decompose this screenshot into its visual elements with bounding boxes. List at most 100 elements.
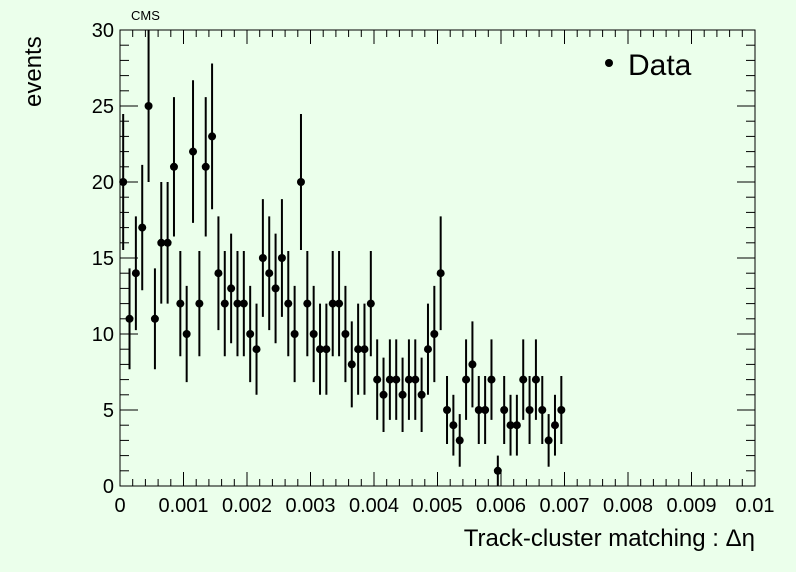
x-tick-label: 0.001 <box>158 495 208 517</box>
y-tick-label: 0 <box>103 476 114 498</box>
data-point <box>125 314 134 323</box>
data-point <box>354 345 363 354</box>
data-point <box>227 284 236 293</box>
y-tick-label: 20 <box>92 172 114 194</box>
data-point <box>246 330 255 338</box>
data-point <box>347 360 356 369</box>
data-point <box>201 162 210 171</box>
x-tick-label: 0.008 <box>603 495 653 517</box>
x-tick-label: 0.007 <box>539 495 589 517</box>
data-point <box>277 254 286 262</box>
data-point <box>157 238 166 247</box>
data-point <box>550 421 559 430</box>
data-point <box>258 254 267 262</box>
data-point <box>474 406 483 414</box>
data-point <box>290 330 299 338</box>
y-tick-label: 5 <box>103 400 114 422</box>
x-tick-label: 0.006 <box>476 495 526 517</box>
data-point <box>144 102 153 110</box>
data-point <box>449 421 458 430</box>
data-point <box>366 299 375 308</box>
data-point <box>462 375 471 384</box>
tick-labels: 0 0.001 0.002 0.003 0.004 0.005 0.006 0.007 0.00… <box>92 20 775 517</box>
data-point <box>322 345 331 354</box>
data-point <box>468 360 477 369</box>
data-point <box>119 178 128 186</box>
x-tick-label: 0.005 <box>412 495 462 517</box>
data-point <box>379 390 388 399</box>
data-point <box>500 406 509 414</box>
data-point <box>328 299 337 308</box>
data-point <box>373 375 382 384</box>
data-point <box>189 147 198 156</box>
axis-ticks <box>119 29 756 487</box>
data-point <box>519 375 528 384</box>
x-tick-label: 0.009 <box>666 495 716 517</box>
y-tick-label: 10 <box>92 324 114 346</box>
data-point <box>531 375 540 384</box>
data-point <box>176 299 185 308</box>
data-point <box>309 330 318 338</box>
data-point <box>423 345 432 354</box>
data-point <box>436 269 445 278</box>
data-point <box>525 406 534 414</box>
data-point <box>385 375 394 384</box>
data-point <box>296 178 305 186</box>
data-point <box>316 345 325 354</box>
data-point <box>481 406 490 414</box>
data-point <box>404 375 413 384</box>
data-points <box>119 102 566 475</box>
data-point <box>284 299 293 308</box>
data-point <box>398 390 407 399</box>
data-point <box>214 269 223 278</box>
x-tick-label: 0 <box>114 495 125 517</box>
data-point <box>360 345 369 354</box>
data-point <box>150 314 159 323</box>
data-point <box>557 406 566 414</box>
data-point <box>208 132 217 141</box>
data-point <box>252 345 261 354</box>
banner-text: CMS <box>131 8 160 23</box>
data-point <box>138 223 147 232</box>
y-tick-label: 25 <box>92 96 114 118</box>
data-point <box>487 375 496 384</box>
data-point <box>265 269 274 278</box>
x-tick-label: 0.002 <box>222 495 272 517</box>
legend: Data <box>605 49 692 82</box>
data-point <box>271 284 280 293</box>
error-bars <box>122 30 563 486</box>
y-tick-label: 15 <box>92 248 114 270</box>
data-point <box>392 375 401 384</box>
data-point <box>544 436 553 445</box>
legend-marker <box>605 59 613 67</box>
legend-label: Data <box>628 49 692 82</box>
data-point <box>182 330 191 338</box>
data-point <box>430 330 439 338</box>
data-point <box>506 421 515 430</box>
y-axis-title: events <box>20 36 47 107</box>
data-point <box>411 375 420 384</box>
x-tick-label: 0.01 <box>736 495 775 517</box>
data-point <box>417 390 426 399</box>
y-tick-label: 30 <box>92 20 114 42</box>
data-point <box>341 330 350 338</box>
data-point <box>233 299 242 308</box>
x-tick-label: 0.004 <box>349 495 399 517</box>
data-point <box>303 299 312 308</box>
data-point <box>335 299 344 308</box>
plot-frame <box>119 29 756 487</box>
x-axis-title: Track-cluster matching : Δη <box>464 525 755 552</box>
data-point <box>169 162 178 171</box>
data-point <box>512 421 521 430</box>
plot-border <box>119 29 756 487</box>
data-point <box>163 238 172 247</box>
data-point <box>538 406 547 414</box>
data-point <box>195 299 204 308</box>
data-point <box>443 406 452 414</box>
data-point <box>131 269 140 278</box>
data-point <box>239 299 248 308</box>
x-tick-label: 0.003 <box>285 495 335 517</box>
data-point <box>493 466 502 475</box>
